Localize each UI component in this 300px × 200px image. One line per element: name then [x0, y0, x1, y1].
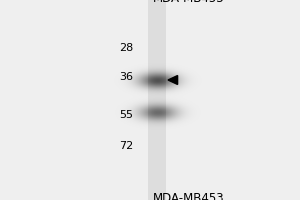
Text: MDA-MB453: MDA-MB453 [153, 0, 225, 5]
Polygon shape [168, 76, 178, 84]
Text: 28: 28 [119, 43, 134, 53]
Text: 36: 36 [119, 72, 134, 82]
Text: MDA-MB453: MDA-MB453 [153, 192, 225, 200]
Text: 72: 72 [119, 141, 134, 151]
Text: 55: 55 [119, 110, 134, 120]
